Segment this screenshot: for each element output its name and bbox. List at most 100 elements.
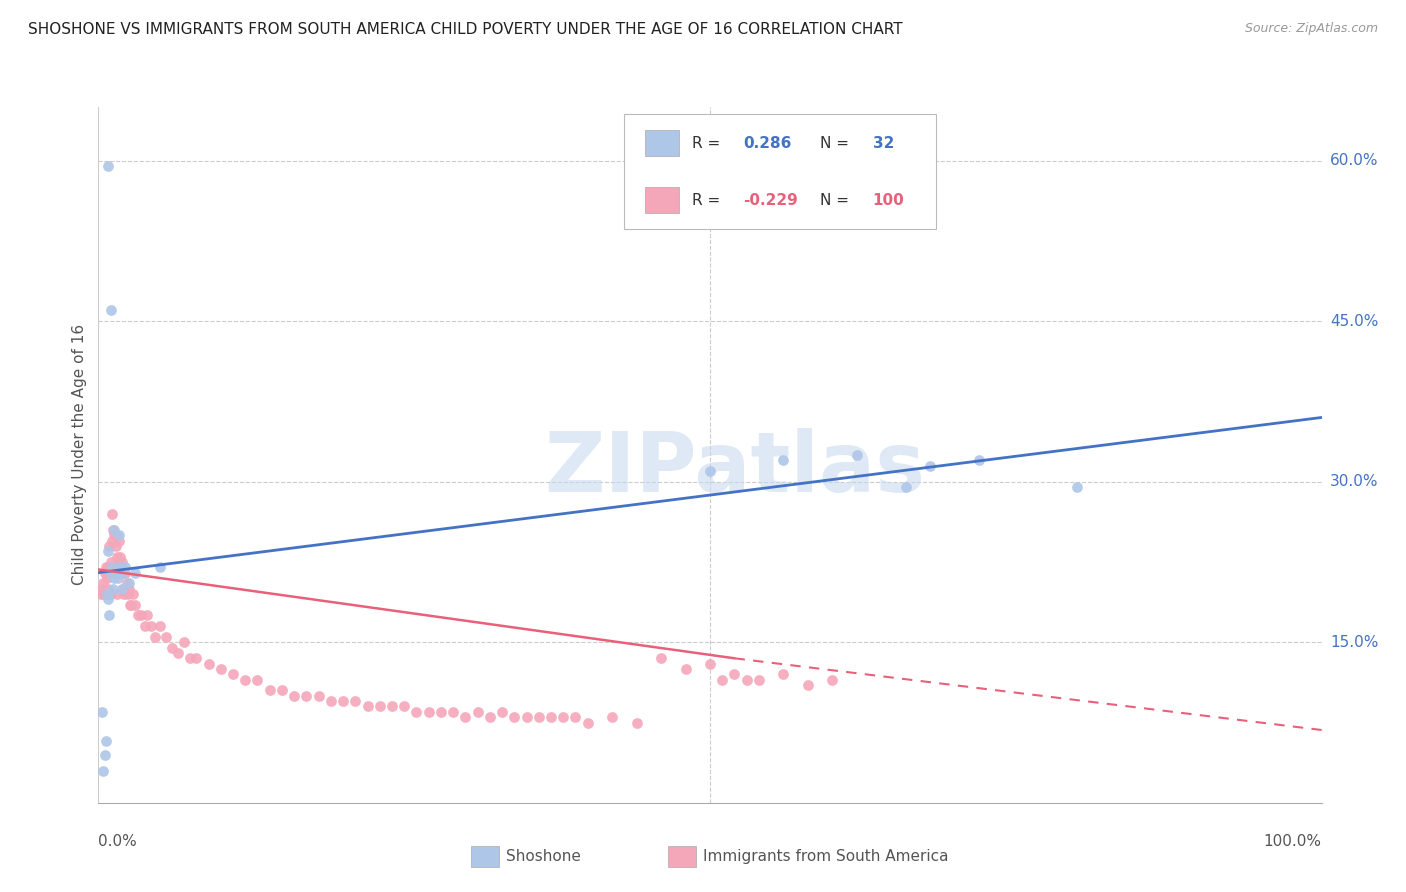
Text: SHOSHONE VS IMMIGRANTS FROM SOUTH AMERICA CHILD POVERTY UNDER THE AGE OF 16 CORR: SHOSHONE VS IMMIGRANTS FROM SOUTH AMERIC… bbox=[28, 22, 903, 37]
Point bbox=[104, 539, 127, 553]
Point bbox=[98, 608, 121, 623]
Point bbox=[100, 587, 122, 601]
Point bbox=[797, 678, 820, 692]
Point bbox=[1066, 480, 1088, 494]
Point bbox=[564, 710, 586, 724]
Point bbox=[319, 694, 342, 708]
Point bbox=[149, 560, 172, 574]
Point bbox=[107, 566, 129, 580]
Point bbox=[115, 576, 138, 591]
Point bbox=[139, 619, 162, 633]
Point bbox=[91, 764, 114, 778]
Point bbox=[283, 689, 305, 703]
Point bbox=[100, 566, 122, 580]
Point bbox=[540, 710, 562, 724]
Point bbox=[405, 705, 427, 719]
Point bbox=[108, 528, 131, 542]
Point bbox=[114, 566, 136, 580]
Point bbox=[259, 683, 281, 698]
Point bbox=[112, 587, 135, 601]
Point bbox=[93, 587, 115, 601]
Point bbox=[143, 630, 166, 644]
Point bbox=[344, 694, 367, 708]
Point bbox=[491, 705, 513, 719]
Point bbox=[110, 560, 132, 574]
Point bbox=[233, 673, 256, 687]
Point bbox=[96, 587, 118, 601]
Point bbox=[894, 480, 917, 494]
Point bbox=[209, 662, 232, 676]
Point bbox=[103, 528, 125, 542]
Point bbox=[98, 566, 121, 580]
Point bbox=[121, 587, 143, 601]
Point bbox=[105, 549, 128, 564]
Point bbox=[97, 544, 120, 558]
Point bbox=[93, 747, 115, 762]
Point bbox=[356, 699, 378, 714]
Point bbox=[246, 673, 269, 687]
Point bbox=[103, 566, 125, 580]
Point bbox=[91, 582, 114, 596]
Point bbox=[441, 705, 464, 719]
Text: R =: R = bbox=[692, 193, 725, 208]
Point bbox=[772, 453, 794, 467]
Point bbox=[381, 699, 404, 714]
Point bbox=[295, 689, 318, 703]
Point bbox=[920, 458, 942, 473]
Point bbox=[91, 576, 114, 591]
Point bbox=[124, 566, 146, 580]
Point bbox=[108, 533, 131, 548]
Point bbox=[90, 587, 112, 601]
Point bbox=[94, 560, 117, 574]
Point bbox=[97, 592, 120, 607]
Point bbox=[527, 710, 550, 724]
Point bbox=[155, 630, 177, 644]
Text: Source: ZipAtlas.com: Source: ZipAtlas.com bbox=[1244, 22, 1378, 36]
Text: N =: N = bbox=[820, 193, 853, 208]
Point bbox=[149, 619, 172, 633]
Point bbox=[96, 571, 118, 585]
Point bbox=[197, 657, 219, 671]
Point bbox=[308, 689, 330, 703]
Point bbox=[101, 560, 124, 574]
Text: R =: R = bbox=[692, 136, 725, 151]
Point bbox=[96, 587, 118, 601]
Point bbox=[478, 710, 501, 724]
Text: 60.0%: 60.0% bbox=[1330, 153, 1378, 168]
Point bbox=[650, 651, 672, 665]
Point bbox=[723, 667, 745, 681]
Point bbox=[111, 566, 134, 580]
Text: 45.0%: 45.0% bbox=[1330, 314, 1378, 328]
Point bbox=[98, 539, 121, 553]
Point bbox=[748, 673, 770, 687]
Point bbox=[503, 710, 526, 724]
Point bbox=[111, 555, 134, 569]
Point bbox=[967, 453, 990, 467]
Point bbox=[167, 646, 190, 660]
Point bbox=[101, 507, 124, 521]
Point bbox=[100, 303, 122, 318]
Text: 15.0%: 15.0% bbox=[1330, 635, 1378, 649]
Point bbox=[711, 673, 734, 687]
Point bbox=[114, 560, 136, 574]
Point bbox=[124, 598, 146, 612]
Text: N =: N = bbox=[820, 136, 853, 151]
Text: 32: 32 bbox=[873, 136, 894, 151]
Point bbox=[100, 555, 122, 569]
FancyBboxPatch shape bbox=[645, 187, 679, 213]
Point bbox=[134, 619, 156, 633]
Point bbox=[845, 448, 868, 462]
Point bbox=[186, 651, 208, 665]
Point bbox=[129, 608, 152, 623]
Point bbox=[179, 651, 201, 665]
Point bbox=[108, 566, 131, 580]
Point bbox=[270, 683, 294, 698]
Text: ZIPatlas: ZIPatlas bbox=[544, 428, 925, 509]
Point bbox=[600, 710, 623, 724]
Point bbox=[821, 673, 844, 687]
Point bbox=[675, 662, 697, 676]
Point bbox=[110, 549, 132, 564]
Point bbox=[105, 587, 128, 601]
Point bbox=[332, 694, 354, 708]
Point bbox=[103, 571, 125, 585]
